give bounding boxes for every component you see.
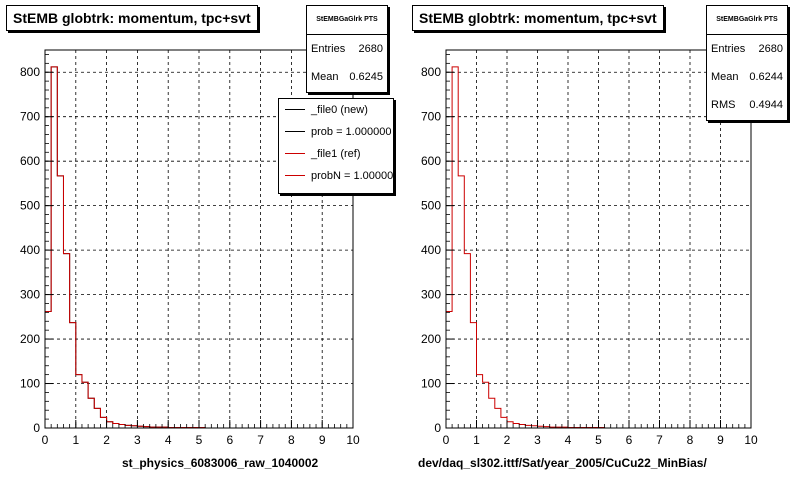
legend-swatch-file0 bbox=[285, 109, 305, 110]
left-chart-title: StEMB globtrk: momentum, tpc+svt bbox=[6, 5, 258, 31]
left-ytick-label: 300 bbox=[20, 288, 40, 302]
left-ytick-label: 800 bbox=[20, 65, 40, 79]
left-ytick-label: 100 bbox=[20, 377, 40, 391]
left-stats-entries-row: Entries 2680 bbox=[307, 35, 387, 63]
left-histogram-pad: 0 1 2 3 4 5 6 7 8 9 10 0 100 200 300 400 500 600 700 800 St… bbox=[6, 5, 394, 470]
right-stats-entries-row: Entries 2680 bbox=[707, 35, 787, 63]
right-ytick-label: 700 bbox=[421, 110, 441, 124]
right-ytick-label: 600 bbox=[421, 154, 441, 168]
right-stats-mean-row: Mean 0.6244 bbox=[707, 63, 787, 91]
left-xtick-label: 4 bbox=[165, 433, 172, 447]
right-ytick-label: 0 bbox=[434, 421, 441, 435]
left-ytick-label: 400 bbox=[20, 243, 40, 257]
left-stats-entries-label: Entries bbox=[311, 43, 346, 55]
legend-swatch-file1 bbox=[285, 153, 305, 154]
right-stats-rms-row: RMS 0.4944 bbox=[707, 91, 787, 119]
right-ytick-label: 800 bbox=[421, 65, 441, 79]
legend-label-prob: prob = 1.000000 bbox=[311, 126, 392, 138]
right-xtick-label: 0 bbox=[443, 433, 450, 447]
right-stats-mean-value: 0.6244 bbox=[749, 71, 783, 83]
left-xtick-label: 3 bbox=[134, 433, 141, 447]
left-xtick-label: 8 bbox=[288, 433, 295, 447]
right-xtick-label: 5 bbox=[595, 433, 602, 447]
right-xtick-label: 10 bbox=[744, 433, 758, 447]
legend-swatch-probn bbox=[285, 175, 305, 176]
right-xtick-label: 6 bbox=[626, 433, 633, 447]
right-stats-entries-value: 2680 bbox=[758, 43, 783, 55]
left-xtick-label: 1 bbox=[72, 433, 79, 447]
left-ytick-label: 700 bbox=[20, 110, 40, 124]
left-stats-box: StEMBGaGlrk PTS Entries 2680 Mean 0.6245 bbox=[306, 5, 388, 93]
left-stats-mean-row: Mean 0.6245 bbox=[307, 63, 387, 91]
legend-label-probn: probN = 1.000000 bbox=[311, 170, 394, 182]
right-ytick-label: 400 bbox=[421, 243, 441, 257]
right-stats-entries-label: Entries bbox=[711, 43, 746, 55]
right-xtick-label: 3 bbox=[534, 433, 541, 447]
left-xtick-label: 6 bbox=[226, 433, 233, 447]
left-stats-entries-value: 2680 bbox=[358, 43, 383, 55]
right-ytick-label: 500 bbox=[421, 199, 441, 213]
left-ytick-label: 200 bbox=[20, 332, 40, 346]
right-xtick-label: 8 bbox=[687, 433, 694, 447]
left-ytick-label: 500 bbox=[20, 199, 40, 213]
left-stats-name: StEMBGaGlrk PTS bbox=[307, 6, 387, 35]
right-xtick-label: 2 bbox=[504, 433, 511, 447]
right-chart-title: StEMB globtrk: momentum, tpc+svt bbox=[412, 5, 664, 31]
right-stats-box: StEMBGaGlrk PTS Entries 2680 Mean 0.6244… bbox=[706, 5, 788, 121]
left-xtick-label: 7 bbox=[257, 433, 264, 447]
right-ytick-label: 300 bbox=[421, 288, 441, 302]
left-xtick-label: 9 bbox=[319, 433, 326, 447]
right-xtick-label: 1 bbox=[473, 433, 480, 447]
left-ytick-label: 0 bbox=[33, 421, 40, 435]
left-xtick-label: 0 bbox=[42, 433, 49, 447]
left-xtick-label: 2 bbox=[103, 433, 110, 447]
right-stats-rms-value: 0.4944 bbox=[749, 99, 783, 111]
left-xtick-label: 5 bbox=[196, 433, 203, 447]
right-xtick-label: 7 bbox=[656, 433, 663, 447]
legend-swatch-prob bbox=[285, 131, 305, 132]
legend-item-probn: probN = 1.000000 bbox=[279, 165, 393, 187]
right-ytick-label: 100 bbox=[421, 377, 441, 391]
right-x-axis-title: dev/daq_sl302.ittf/Sat/year_2005/CuCu22_… bbox=[418, 456, 707, 470]
legend-label-file1: _file1 (ref) bbox=[311, 148, 361, 160]
left-stats-mean-label: Mean bbox=[311, 71, 339, 83]
left-stats-mean-value: 0.6245 bbox=[349, 71, 383, 83]
left-legend: _file0 (new) prob = 1.000000 _file1 (ref… bbox=[278, 98, 394, 194]
legend-item-file1: _file1 (ref) bbox=[279, 143, 393, 165]
right-histogram-pad: 0 1 2 3 4 5 6 7 8 9 10 0 100 200 300 400 500 600 700 800 St… bbox=[400, 0, 800, 480]
legend-label-file0: _file0 (new) bbox=[311, 104, 368, 116]
left-xtick-label: 10 bbox=[346, 433, 360, 447]
right-xtick-label: 4 bbox=[565, 433, 572, 447]
right-stats-rms-label: RMS bbox=[711, 99, 736, 111]
right-xtick-label: 9 bbox=[717, 433, 724, 447]
right-ytick-label: 200 bbox=[421, 332, 441, 346]
left-x-axis-title: st_physics_6083006_raw_1040002 bbox=[122, 456, 319, 470]
right-stats-mean-label: Mean bbox=[711, 71, 739, 83]
legend-item-file0: _file0 (new) bbox=[279, 99, 393, 121]
left-ytick-label: 600 bbox=[20, 154, 40, 168]
right-stats-name: StEMBGaGlrk PTS bbox=[707, 6, 787, 35]
legend-item-prob: prob = 1.000000 bbox=[279, 121, 393, 143]
